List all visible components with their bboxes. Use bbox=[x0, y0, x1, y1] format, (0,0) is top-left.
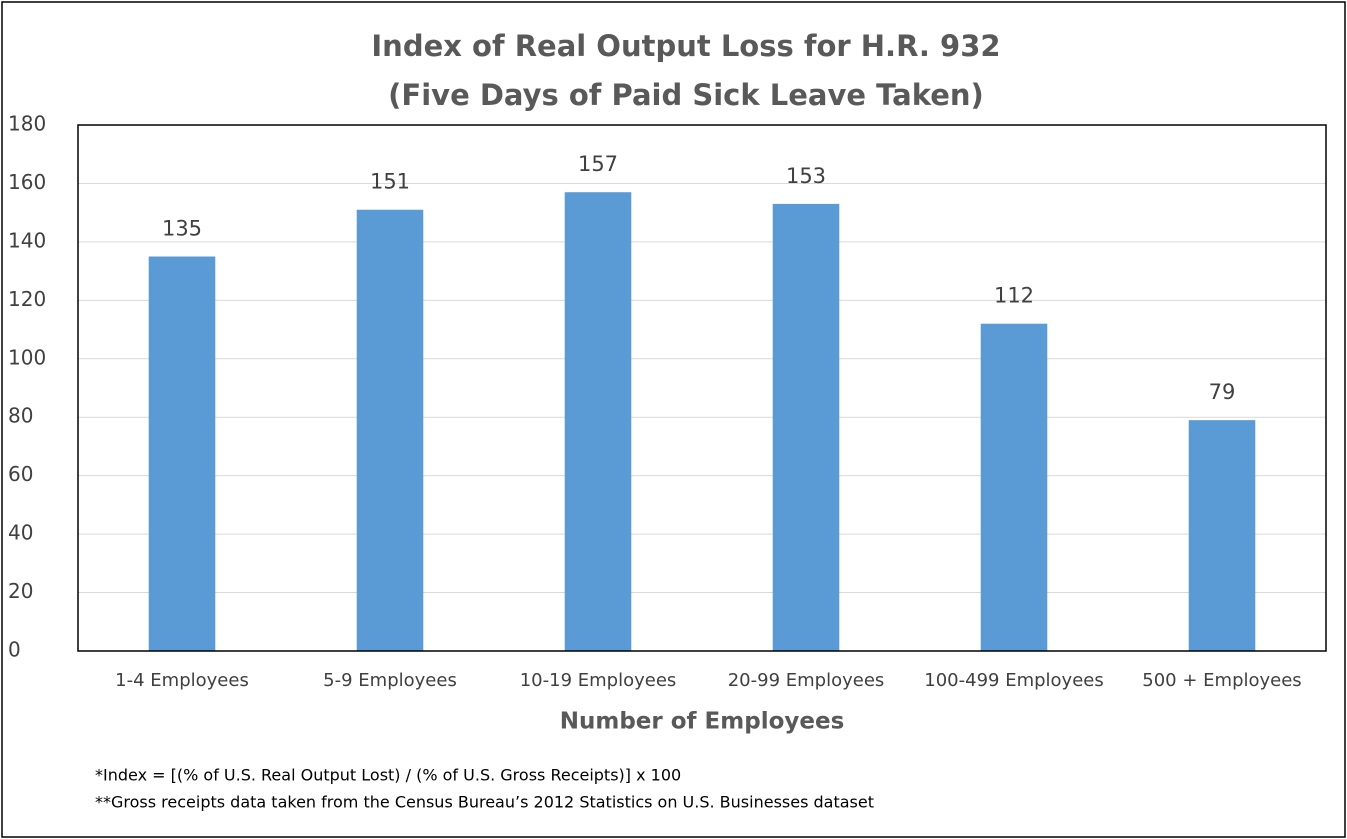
chart-subtitle: (Five Days of Paid Sick Leave Taken) bbox=[388, 78, 984, 112]
x-tick-label: 1-4 Employees bbox=[115, 670, 249, 691]
bar bbox=[564, 192, 632, 651]
y-tick-label: 80 bbox=[8, 404, 33, 428]
data-label: 157 bbox=[578, 152, 618, 176]
x-tick-label: 10-19 Employees bbox=[520, 670, 677, 691]
data-label: 151 bbox=[370, 170, 410, 194]
x-tick-label: 5-9 Employees bbox=[323, 670, 457, 691]
bar bbox=[772, 203, 840, 651]
x-tick-label: 100-499 Employees bbox=[924, 670, 1103, 691]
y-tick-label: 120 bbox=[8, 287, 46, 311]
y-tick-label: 60 bbox=[8, 462, 33, 486]
bar bbox=[148, 256, 216, 651]
data-label: 135 bbox=[162, 217, 202, 241]
bar bbox=[980, 323, 1048, 651]
y-tick-label: 140 bbox=[8, 228, 46, 252]
y-tick-label: 100 bbox=[8, 345, 46, 369]
bar bbox=[356, 209, 424, 651]
note: **Gross receipts data taken from the Cen… bbox=[95, 793, 874, 812]
data-label: 79 bbox=[1209, 380, 1236, 404]
y-tick-label: 180 bbox=[8, 112, 46, 136]
x-tick-label: 500 + Employees bbox=[1142, 670, 1301, 691]
y-tick-label: 20 bbox=[8, 579, 33, 603]
x-axis-title: Number of Employees bbox=[560, 709, 845, 735]
bar bbox=[1188, 420, 1256, 651]
y-tick-label: 40 bbox=[8, 521, 33, 545]
x-tick-label: 20-99 Employees bbox=[728, 670, 885, 691]
plot-border bbox=[77, 124, 1327, 652]
y-tick-label: 0 bbox=[8, 638, 21, 662]
y-tick-label: 160 bbox=[8, 170, 46, 194]
note: *Index = [(% of U.S. Real Output Lost) /… bbox=[95, 766, 681, 785]
chart-title: Index of Real Output Loss for H.R. 932 bbox=[371, 29, 1000, 63]
data-label: 153 bbox=[786, 164, 826, 188]
data-label: 112 bbox=[994, 284, 1034, 308]
